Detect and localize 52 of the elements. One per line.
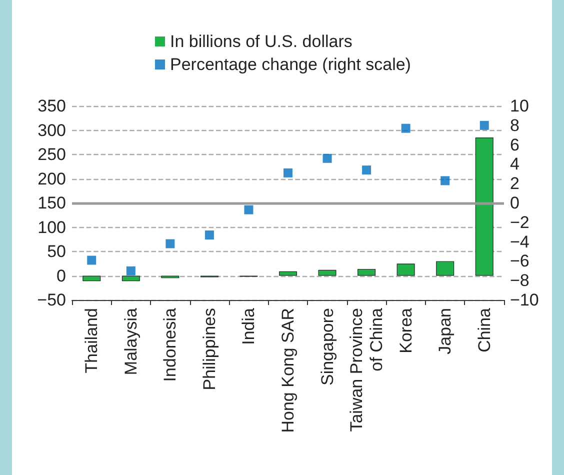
y-tick-label: 50 [47, 242, 66, 261]
point [401, 124, 410, 133]
y2-tick-label: −2 [510, 212, 530, 232]
bar [436, 261, 454, 276]
bar [82, 276, 101, 282]
point [126, 266, 136, 276]
bar [279, 271, 297, 276]
y2-tick-label: 4 [510, 154, 520, 174]
point [87, 256, 96, 265]
point [244, 205, 254, 214]
x-tick-label: Taiwan Province of China [347, 307, 386, 432]
point [204, 230, 214, 240]
bar [475, 138, 494, 276]
y2-tick-label: −10 [510, 290, 539, 310]
x-tick-label: Singapore [318, 308, 337, 386]
point [166, 239, 175, 248]
legend-label: Percentage change (right scale) [170, 55, 411, 74]
point [322, 154, 332, 163]
y2-tick-label: 6 [510, 135, 520, 154]
x-tick-label: Philippines [200, 308, 219, 390]
bar [122, 276, 140, 282]
y-tick-label: 100 [38, 218, 66, 237]
x-tick-label: Indonesia [160, 307, 180, 382]
y2-tick-label: 2 [510, 174, 520, 194]
y-tick-label: 150 [38, 194, 66, 212]
x-tick-label: Malaysia [121, 307, 140, 376]
legend-label: In billions of U.S. dollars [170, 32, 352, 51]
point [284, 168, 292, 178]
y-tick-label: 300 [38, 120, 66, 140]
point [362, 166, 372, 175]
bar [358, 268, 376, 276]
y-tick-label: 250 [38, 145, 66, 164]
y2-tick-label: −8 [510, 271, 530, 290]
x-tick-label: China [474, 307, 494, 352]
bar [318, 270, 336, 276]
x-tick-label: Korea [396, 307, 416, 354]
point [440, 176, 450, 186]
point [480, 120, 489, 130]
y-tick-label: −50 [37, 290, 66, 310]
x-tick-label: Japan [436, 308, 455, 354]
y2-tick-label: −6 [510, 252, 530, 271]
y-tick-label: 0 [56, 266, 66, 286]
y-tick-label: 350 [38, 96, 66, 116]
y-tick-label: 200 [38, 169, 66, 188]
y2-tick-label: −4 [510, 232, 530, 252]
y2-tick-label: 0 [510, 194, 520, 212]
bar [396, 264, 415, 276]
y2-tick-label: 8 [510, 116, 520, 135]
x-tick-label: India [239, 307, 258, 345]
y2-tick-label: 10 [510, 96, 529, 116]
x-tick-label: Thailand [82, 308, 102, 374]
x-tick-label: Hong Kong SAR [278, 308, 298, 433]
